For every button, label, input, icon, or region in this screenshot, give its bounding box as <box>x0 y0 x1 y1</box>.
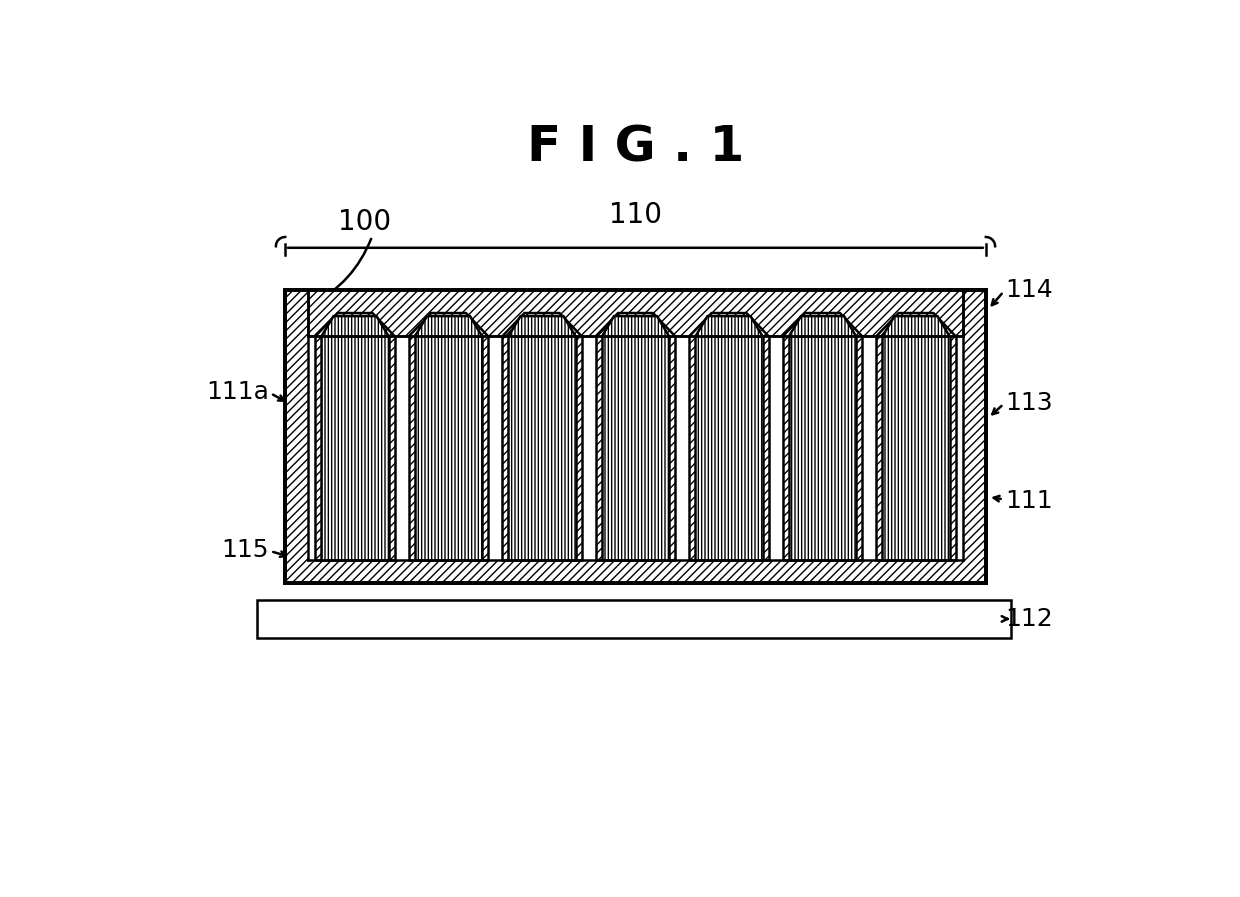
Bar <box>285 290 986 583</box>
Text: 100: 100 <box>337 208 391 237</box>
Polygon shape <box>502 313 582 336</box>
Polygon shape <box>321 316 388 336</box>
Bar <box>601 336 670 560</box>
Bar <box>285 290 986 583</box>
Bar <box>309 336 962 560</box>
Bar <box>696 336 763 560</box>
Bar <box>309 290 962 336</box>
Polygon shape <box>595 313 676 336</box>
Polygon shape <box>789 316 856 336</box>
Polygon shape <box>409 313 489 336</box>
Bar <box>321 336 388 560</box>
Bar <box>689 336 769 560</box>
Text: 113: 113 <box>1006 390 1053 414</box>
Bar <box>595 336 676 560</box>
Polygon shape <box>689 313 769 336</box>
Polygon shape <box>315 313 394 336</box>
Polygon shape <box>508 316 575 336</box>
Text: 112: 112 <box>1006 607 1053 631</box>
Text: 111a: 111a <box>206 379 269 404</box>
Text: 114: 114 <box>1006 278 1053 302</box>
Text: 115: 115 <box>222 537 269 562</box>
Bar <box>415 336 482 560</box>
Bar <box>315 336 394 560</box>
Bar <box>409 336 489 560</box>
Bar <box>502 336 582 560</box>
Bar <box>257 600 1012 638</box>
Bar <box>782 336 862 560</box>
Polygon shape <box>782 313 862 336</box>
Polygon shape <box>883 316 950 336</box>
Bar <box>508 336 575 560</box>
Polygon shape <box>877 313 956 336</box>
Polygon shape <box>696 316 763 336</box>
Polygon shape <box>415 316 482 336</box>
Polygon shape <box>601 316 670 336</box>
Text: F I G . 1: F I G . 1 <box>527 124 744 171</box>
Text: 111: 111 <box>1006 489 1053 513</box>
Text: 110: 110 <box>609 201 662 229</box>
Bar <box>877 336 956 560</box>
Bar <box>789 336 856 560</box>
Bar <box>883 336 950 560</box>
